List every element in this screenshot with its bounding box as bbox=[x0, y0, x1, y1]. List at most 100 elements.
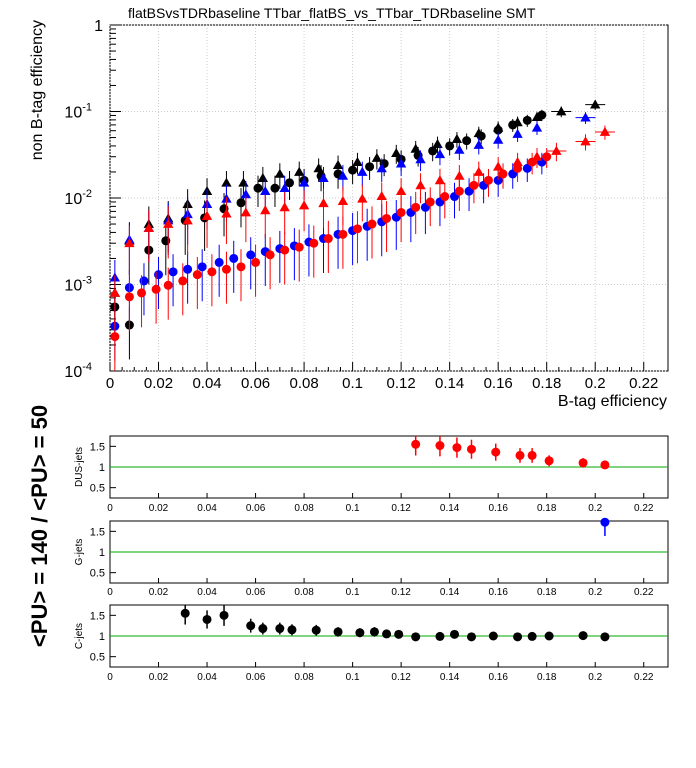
dus-circle-marker bbox=[265, 250, 275, 260]
c-ratio-marker bbox=[394, 629, 404, 639]
dus-ratio-marker bbox=[578, 458, 588, 468]
c-triangle-marker bbox=[473, 128, 484, 138]
x-tick-label: 0.2 bbox=[588, 503, 602, 514]
x-tick-label: 0.1 bbox=[346, 503, 360, 514]
c-circle-marker bbox=[236, 198, 246, 208]
c-circle-marker bbox=[445, 141, 455, 151]
dus-ratio-marker bbox=[600, 460, 610, 470]
c-triangle-marker bbox=[512, 117, 523, 127]
dus-circle-marker bbox=[498, 169, 508, 179]
dus-triangle-marker bbox=[512, 156, 523, 166]
x-tick-label: 0.06 bbox=[246, 587, 266, 598]
c-ratio-marker bbox=[275, 624, 285, 634]
g-triangle-marker bbox=[279, 182, 290, 193]
dus-ratio-marker bbox=[435, 441, 445, 451]
c-triangle-marker bbox=[492, 122, 504, 132]
g-triangle-marker bbox=[531, 122, 543, 132]
x-tick-label: 0 bbox=[106, 375, 114, 392]
dus-circle-marker bbox=[483, 175, 493, 185]
dus-circle-marker bbox=[425, 197, 435, 207]
x-tick-label: 0.06 bbox=[241, 375, 270, 392]
g-triangle-marker bbox=[415, 154, 426, 164]
g-triangle-marker bbox=[473, 139, 484, 149]
x-tick-label: 0.16 bbox=[488, 503, 508, 514]
g-triangle-marker bbox=[434, 149, 446, 159]
dus-circle-marker bbox=[221, 264, 231, 274]
dus-ratio-marker bbox=[515, 450, 525, 460]
x-tick-label: 0.16 bbox=[484, 375, 513, 392]
x-tick-label: 0.02 bbox=[144, 375, 173, 392]
dus-circle-marker bbox=[469, 180, 479, 190]
plot-panels: 0 0.02 0.04 0.06 0.08 0.1 0.12 0.14 0.16 0.18 0.2 0… bbox=[64, 18, 669, 683]
c-ratio-marker bbox=[527, 631, 537, 641]
dus-triangle-marker bbox=[279, 202, 290, 212]
dus-triangle-marker bbox=[240, 207, 252, 217]
c-circle-marker bbox=[253, 183, 263, 193]
dus-circle-marker bbox=[280, 245, 290, 255]
x-tick-label: 0.2 bbox=[588, 587, 602, 598]
x-tick-label: 0.22 bbox=[634, 587, 654, 598]
g-triangle-marker bbox=[492, 134, 504, 144]
dus-triangle-marker bbox=[415, 180, 426, 190]
g-triangle-marker bbox=[260, 185, 271, 196]
x-tick-label: 0.16 bbox=[488, 587, 508, 598]
dus-triangle-marker bbox=[531, 151, 543, 161]
dus-triangle-marker bbox=[580, 136, 591, 146]
x-tick-label: 0.06 bbox=[246, 672, 266, 683]
x-tick-label: 0.08 bbox=[294, 587, 314, 598]
x-tick-label: 0.14 bbox=[440, 672, 460, 683]
x-tick-label: 0.02 bbox=[149, 503, 169, 514]
c-circle-marker bbox=[161, 236, 171, 246]
x-tick-label: 0.16 bbox=[488, 672, 508, 683]
c-triangle-marker bbox=[313, 163, 324, 173]
c-circle-marker bbox=[285, 178, 295, 188]
c-ratio-marker bbox=[578, 631, 588, 641]
g-circle-marker bbox=[229, 253, 239, 263]
g-circle-marker bbox=[246, 250, 256, 260]
c-ratio-marker bbox=[466, 632, 476, 642]
c-ratio-marker bbox=[544, 631, 554, 641]
dus-circle-marker bbox=[251, 257, 261, 267]
dus-triangle-marker bbox=[163, 218, 174, 228]
c-triangle-marker bbox=[257, 172, 269, 182]
ratio-y-axis-label: C-jets bbox=[74, 623, 85, 649]
c-triangle-marker bbox=[371, 152, 383, 162]
dus-triangle-marker bbox=[454, 170, 465, 180]
c-triangle-marker bbox=[391, 147, 402, 158]
g-circle-marker bbox=[214, 257, 224, 267]
y-axis-label: non B-tag efficiency bbox=[29, 20, 46, 160]
g-circle-marker bbox=[493, 175, 503, 185]
c-triangle-marker bbox=[531, 111, 543, 122]
c-triangle-marker bbox=[332, 159, 344, 169]
x-tick-label: 0.22 bbox=[629, 375, 658, 392]
x-tick-label: 0.08 bbox=[294, 672, 314, 683]
g-triangle-marker bbox=[337, 170, 349, 180]
dus-triangle-marker bbox=[395, 185, 407, 196]
x-tick-label: 0.12 bbox=[387, 375, 416, 392]
c-ratio-marker bbox=[600, 632, 610, 642]
c-ratio-marker bbox=[435, 631, 445, 641]
c-circle-marker bbox=[522, 115, 532, 125]
x-tick-label: 0.12 bbox=[391, 587, 411, 598]
c-ratio-marker bbox=[287, 625, 297, 635]
dus-ratio-marker bbox=[452, 443, 462, 453]
x-tick-label: 0 bbox=[107, 587, 113, 598]
c-triangle-marker bbox=[556, 106, 567, 116]
dus-circle-marker bbox=[137, 288, 147, 298]
g-triangle-marker bbox=[454, 144, 465, 154]
dus-circle-marker bbox=[178, 276, 188, 286]
dus-circle-marker bbox=[124, 292, 134, 302]
dus-circle-marker bbox=[382, 213, 392, 223]
y-tick-label: 10-1 bbox=[64, 102, 92, 122]
c-triangle-marker bbox=[590, 99, 601, 109]
dus-ratio-marker bbox=[491, 447, 501, 457]
dus-circle-marker bbox=[151, 284, 161, 294]
y-tick-label: 1.5 bbox=[90, 610, 105, 622]
dus-triangle-marker bbox=[551, 145, 562, 155]
dus-triangle-marker bbox=[599, 126, 611, 136]
c-triangle-marker bbox=[410, 143, 421, 153]
c-ratio-marker bbox=[180, 608, 190, 618]
dus-triangle-marker bbox=[260, 205, 271, 215]
dus-triangle-marker bbox=[337, 195, 349, 206]
dus-circle-marker bbox=[163, 280, 173, 290]
